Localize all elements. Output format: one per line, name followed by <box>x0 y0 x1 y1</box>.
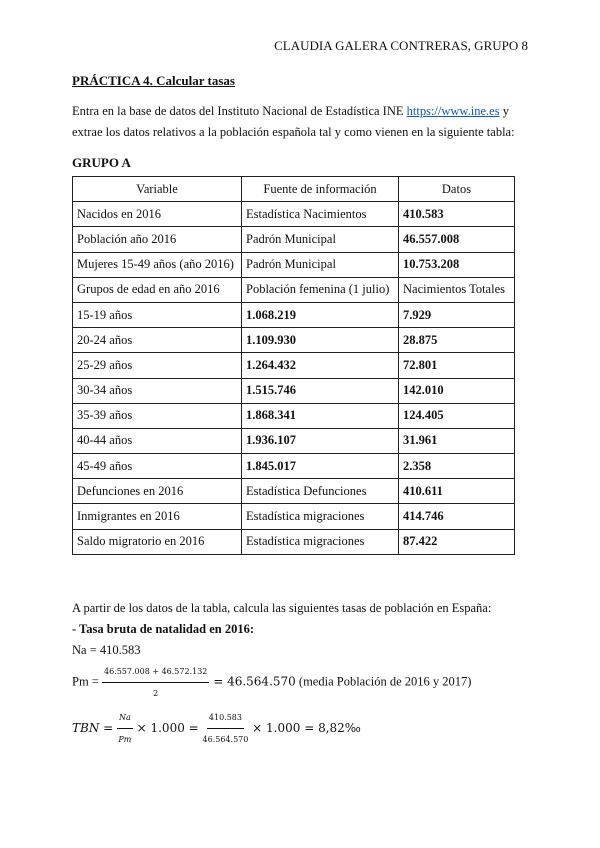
tbn-result: × 1.000 = 8,82‰ <box>248 721 361 735</box>
tbn-mid: × 1.000 = <box>132 721 203 735</box>
header-cell: Datos <box>398 175 515 203</box>
table-cell: 1.936.107 <box>241 427 399 455</box>
pm-line: Pm = 46.557.008 + 46.572.132 2 = 46.564.5… <box>72 661 491 704</box>
table-cell: Inmigrantes en 2016 <box>72 503 242 530</box>
table-cell: Saldo migratorio en 2016 <box>72 528 242 555</box>
table-cell: Estadística Defunciones <box>241 478 399 505</box>
table-cell: 45-49 años <box>72 453 242 480</box>
table-cell: 28.875 <box>398 327 515 354</box>
table-row: Población año 2016 Padrón Municipal 46.557… <box>72 226 515 253</box>
table-row: Defunciones en 2016 Estadística Defuncion… <box>72 478 515 505</box>
tbn-num2: 410.583 <box>206 707 244 729</box>
table-cell: 87.422 <box>398 528 515 555</box>
table-row: 15-19 años 1.068.219 7.929 <box>72 301 515 329</box>
table-cell: 7.929 <box>398 301 515 329</box>
table-cell: Nacimientos Totales <box>398 276 515 303</box>
table-cell: 142.010 <box>398 377 515 404</box>
pm-result: = 46.564.570 <box>209 674 296 689</box>
table-row: 40-44 años 1.936.107 31.961 <box>72 427 515 455</box>
intro-text-line2: extrae los datos relativos a la població… <box>72 125 515 139</box>
table-row: 20-24 años 1.109.930 28.875 <box>72 327 515 354</box>
table-row: Mujeres 15-49 años (año 2016) Padrón Muni… <box>72 251 515 278</box>
table-header-row: Variable Fuente de información Datos <box>72 175 515 203</box>
tbn-line: TBN = Na Pm × 1.000 = 410.583 46.564.570 ×… <box>72 707 491 750</box>
table-cell: Grupos de edad en año 2016 <box>72 276 242 303</box>
table-row: Nacidos en 2016 Estadística Nacimientos 41… <box>72 201 515 228</box>
section-intro: A partir de los datos de la tabla, calcu… <box>72 601 492 615</box>
intro-text: Entra en la base de datos del Instituto … <box>72 104 407 118</box>
table-cell: 2.358 <box>398 453 515 480</box>
page-header: CLAUDIA GALERA CONTRERAS, GRUPO 8 <box>274 38 528 53</box>
table-cell: Padrón Municipal <box>241 251 399 278</box>
data-table: Variable Fuente de información Datos Nac… <box>72 175 515 555</box>
table-row: Saldo migratorio en 2016 Estadística migr… <box>72 528 515 555</box>
tbn-num1: Na <box>117 707 133 729</box>
header-cell: Fuente de información <box>241 175 399 203</box>
table-cell: 20-24 años <box>72 327 242 354</box>
ine-link[interactable]: https://www.ine.es <box>406 104 500 118</box>
tbn-den2: 46.564.570 <box>202 735 249 744</box>
group-heading: GRUPO A <box>72 155 131 170</box>
pm-numerator: 46.557.008 + 46.572.132 <box>101 661 210 683</box>
calculation-section: A partir de los datos de la tabla, calcu… <box>72 598 491 750</box>
na-line: Na = 410.583 <box>72 643 141 657</box>
table-row: Inmigrantes en 2016 Estadística migracion… <box>72 503 515 530</box>
table-cell: 72.801 <box>398 352 515 379</box>
table-cell: 15-19 años <box>72 301 242 329</box>
table-row: 45-49 años 1.845.017 2.358 <box>72 453 515 480</box>
table-cell: Estadística migraciones <box>241 503 399 530</box>
pm-label: Pm = <box>72 674 102 689</box>
table-cell: Población año 2016 <box>72 226 242 253</box>
page-title: PRÁCTICA 4. Calcular tasas <box>72 73 235 88</box>
table-cell: 10.753.208 <box>398 251 515 278</box>
table-cell: 410.611 <box>398 478 515 505</box>
table-cell: 40-44 años <box>72 427 242 455</box>
table-row: 30-34 años 1.515.746 142.010 <box>72 377 515 404</box>
table-row: Grupos de edad en año 2016 Población feme… <box>72 276 515 303</box>
tbn-fraction-1: Na Pm <box>117 707 133 750</box>
tbn-den1: Pm <box>118 735 132 744</box>
table-cell: 410.583 <box>398 201 515 228</box>
pm-denominator: 2 <box>153 689 159 698</box>
table-cell: Estadística migraciones <box>241 528 399 555</box>
tbn-fraction-2: 410.583 46.564.570 <box>203 707 249 750</box>
table-cell: Estadística Nacimientos <box>241 201 399 228</box>
table-cell: 1.515.746 <box>241 377 399 404</box>
table-cell: Defunciones en 2016 <box>72 478 242 505</box>
table-cell: 1.068.219 <box>241 301 399 329</box>
table-cell: 1.845.017 <box>241 453 399 480</box>
table-cell: 30-34 años <box>72 377 242 404</box>
intro-text-end: y <box>499 104 509 118</box>
table-cell: Padrón Municipal <box>241 226 399 253</box>
table-row: 35-39 años 1.868.341 124.405 <box>72 402 515 429</box>
table-cell: Mujeres 15-49 años (año 2016) <box>72 251 242 278</box>
table-cell: Nacidos en 2016 <box>72 201 242 228</box>
table-cell: 1.109.930 <box>241 327 399 354</box>
table-cell: 31.961 <box>398 427 515 455</box>
table-row: 25-29 años 1.264.432 72.801 <box>72 352 515 379</box>
tbn-label: TBN = <box>72 721 118 735</box>
table-cell: 124.405 <box>398 402 515 429</box>
table-cell: 414.746 <box>398 503 515 530</box>
table-cell: Población femenina (1 julio) <box>241 276 399 303</box>
table-cell: 35-39 años <box>72 402 242 429</box>
pm-fraction: 46.557.008 + 46.572.132 2 <box>101 661 210 704</box>
pm-note: (media Población de 2016 y 2017) <box>295 674 472 689</box>
table-cell: 1.264.432 <box>241 352 399 379</box>
header-cell: Variable <box>72 175 242 203</box>
section-subtitle: - Tasa bruta de natalidad en 2016: <box>72 622 254 636</box>
table-cell: 46.557.008 <box>398 226 515 253</box>
intro-paragraph: Entra en la base de datos del Instituto … <box>72 101 515 143</box>
table-cell: 1.868.341 <box>241 402 399 429</box>
table-cell: 25-29 años <box>72 352 242 379</box>
